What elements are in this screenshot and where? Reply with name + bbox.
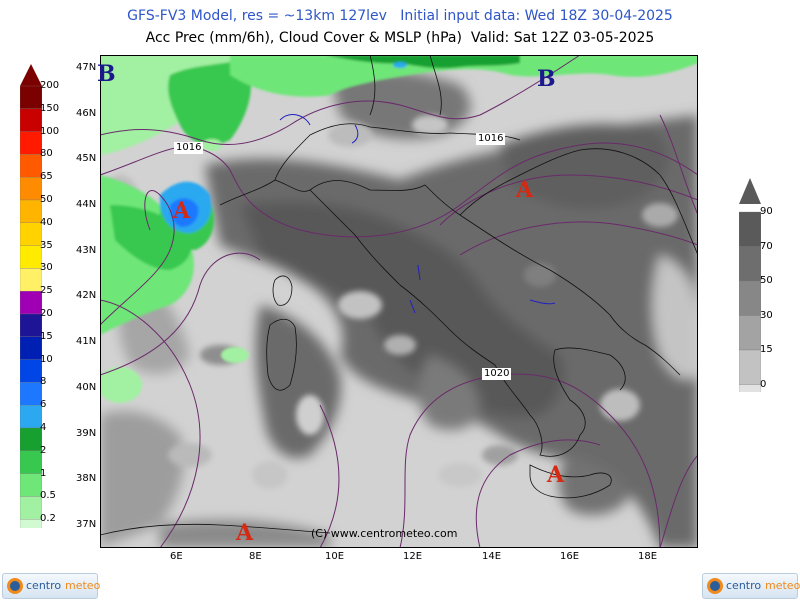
scale-label: 0 (760, 378, 767, 390)
scale-swatch (20, 154, 42, 178)
scale-swatch (20, 519, 42, 528)
scale-swatch (20, 268, 42, 292)
logo-accent: meteo (65, 579, 101, 592)
logo-text: centro (26, 579, 62, 592)
scale-label: 50 (760, 275, 773, 286)
scale-label: 90 (760, 206, 773, 217)
scale-label: 30 (40, 262, 53, 274)
weather-map (100, 55, 698, 548)
lat-tick: 44N (76, 199, 97, 210)
pressure-label: 1016 (476, 133, 506, 145)
scale-label: 8 (40, 376, 47, 388)
globe-icon (7, 578, 23, 594)
scale-label: 0.5 (40, 490, 56, 502)
scale-swatch (20, 85, 42, 109)
high-pressure-center: A (236, 520, 254, 546)
scale-label: 4 (40, 422, 47, 433)
pressure-label: 1016 (174, 142, 204, 154)
scale-label: 0.2 (40, 513, 56, 525)
precipitation-layer (100, 55, 698, 403)
scale-label: 15 (760, 344, 773, 355)
scale-swatch (739, 384, 761, 392)
low-pressure-center: B (537, 66, 556, 92)
lake-marks (279, 114, 556, 314)
lat-tick: 42N (76, 290, 97, 301)
logo-accent: meteo (765, 579, 800, 592)
scale-swatch (20, 496, 42, 520)
scale-swatch (20, 222, 42, 246)
coastlines-borders (100, 55, 698, 536)
lat-tick: 46N (76, 108, 97, 119)
logo-text: centro (726, 579, 762, 592)
scale-label: 65 (40, 171, 53, 183)
scale-swatch (20, 177, 42, 201)
centrometeo-logo[interactable]: centro meteo (702, 573, 800, 599)
scale-label: 30 (760, 309, 773, 321)
scale-swatch (20, 291, 42, 315)
lat-tick: 45N (76, 153, 97, 164)
lon-tick: 12E (403, 551, 423, 562)
scale-swatch (20, 108, 42, 132)
scale-swatch (20, 199, 42, 223)
scale-swatch (20, 313, 42, 337)
lon-tick: 6E (170, 551, 183, 562)
scale-label: 2 (40, 444, 47, 456)
scale-swatch (20, 427, 42, 451)
cloud-cover-color-scale (739, 178, 761, 392)
lat-tick: 41N (76, 336, 97, 347)
scale-swatch (20, 405, 42, 429)
low-pressure-center: B (97, 61, 116, 87)
map-subtitle: Acc Prec (mm/6h), Cloud Cover & MSLP (hP… (145, 30, 655, 46)
lon-tick: 16E (560, 551, 580, 562)
scale-label: 6 (40, 399, 47, 411)
lon-tick: 18E (638, 551, 658, 562)
scale-label: 10 (40, 353, 53, 365)
lat-tick: 38N (76, 473, 97, 484)
lon-tick: 10E (325, 551, 345, 562)
scale-label: 70 (760, 240, 773, 252)
lat-tick: 37N (76, 519, 97, 530)
scale-label: 150 (40, 102, 60, 114)
scale-swatch (739, 211, 761, 247)
scale-label: 50 (40, 194, 53, 205)
precip-color-scale (20, 64, 42, 528)
scale-label: 40 (40, 216, 53, 228)
lon-tick: 8E (249, 551, 262, 562)
scale-swatch (739, 280, 761, 316)
scale-label: 200 (40, 80, 60, 91)
high-pressure-center: A (516, 177, 534, 203)
scale-label: 1 (40, 467, 47, 479)
scale-swatch (20, 245, 42, 269)
scale-swatch (20, 131, 42, 155)
scale-label: 15 (40, 330, 53, 342)
scale-label: 80 (40, 148, 53, 160)
scale-label: 25 (40, 285, 53, 297)
scale-label: 35 (40, 239, 53, 251)
lat-tick: 43N (76, 245, 97, 256)
scale-label: 100 (40, 125, 60, 137)
lon-tick: 14E (482, 551, 502, 562)
pressure-label: 1020 (482, 368, 512, 380)
scale-swatch (20, 450, 42, 474)
centrometeo-logo[interactable]: centro meteo (2, 573, 101, 599)
scale-swatch (739, 349, 761, 385)
lat-tick: 47N (76, 62, 97, 73)
lat-tick: 40N (76, 382, 97, 393)
globe-icon (707, 578, 723, 594)
copyright-credit: (C) www.centrometeo.com (311, 527, 458, 540)
scale-swatch (20, 359, 42, 383)
high-pressure-center: A (173, 198, 191, 224)
scale-swatch (20, 336, 42, 360)
scale-swatch (739, 315, 761, 351)
scale-swatch (739, 246, 761, 282)
lat-tick: 39N (76, 428, 97, 439)
scale-swatch (20, 473, 42, 497)
scale-swatch (20, 382, 42, 406)
scale-label: 20 (40, 308, 53, 319)
high-pressure-center: A (547, 462, 565, 488)
map-title: GFS-FV3 Model, res = ~13km 127lev Initia… (127, 8, 673, 24)
